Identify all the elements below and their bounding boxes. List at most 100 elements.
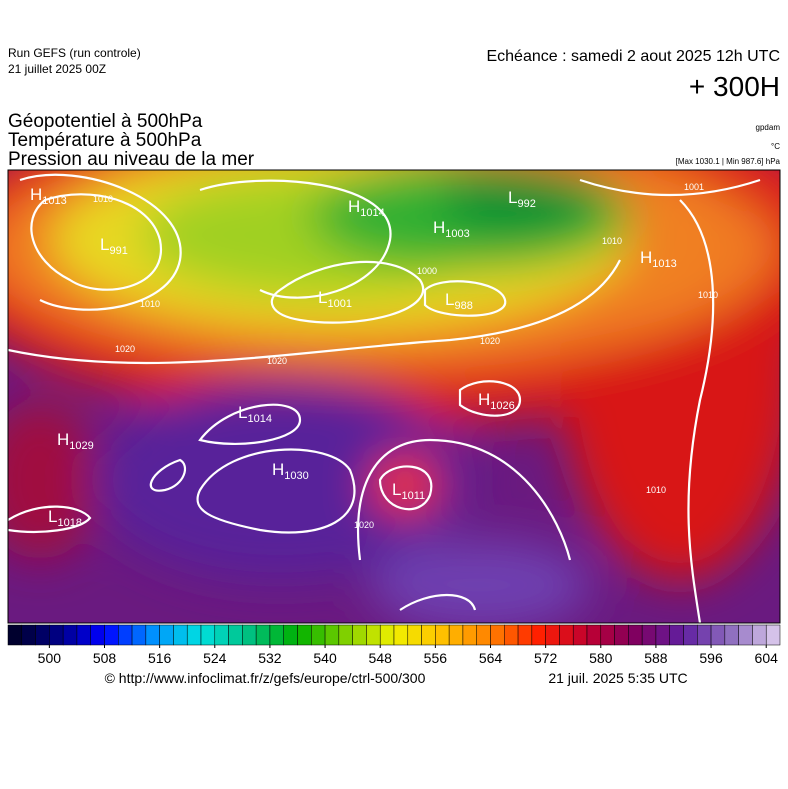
colorbar-box	[297, 624, 312, 646]
colorbar-box	[517, 624, 533, 646]
colorbar-box	[366, 624, 381, 646]
colorbar-box	[435, 624, 450, 646]
colorbar-box	[49, 624, 64, 646]
colorbar-box	[600, 624, 615, 646]
pressure-center: H1013	[640, 248, 677, 270]
pressure-center: L992	[508, 188, 536, 210]
pressure-center: L988	[445, 290, 473, 312]
center-pressure: 988	[454, 300, 472, 312]
colorbar-box	[90, 624, 105, 646]
pressure-range: [Max 1030.1 | Min 987.6] hPa	[676, 157, 781, 166]
colorbar-box	[655, 624, 670, 646]
unit: °C	[771, 142, 780, 151]
center-pressure: 1003	[445, 228, 469, 240]
colorbar-box	[324, 624, 340, 646]
colorbar-tick-label: 572	[534, 650, 558, 666]
isobar-label: 1010	[646, 485, 666, 495]
colorbar-tick-label: 580	[589, 650, 613, 666]
field: Pression au niveau de la mer	[8, 149, 255, 170]
center-letter: L	[238, 403, 247, 422]
colorbar-box	[738, 624, 753, 646]
isobar-label: 1010	[93, 194, 113, 204]
pressure-center: H1026	[478, 390, 515, 412]
center-pressure: 1013	[42, 195, 66, 207]
unit: gpdam	[756, 123, 781, 132]
isobar-label: 1020	[480, 336, 500, 346]
center-letter: L	[100, 235, 109, 254]
colorbar-box	[559, 624, 574, 646]
field: Géopotentiel à 500hPa	[8, 111, 203, 132]
isobar-label: 1020	[267, 356, 287, 366]
colorbar-box	[476, 624, 491, 646]
colorbar-box	[683, 624, 698, 646]
colorbar-box	[545, 624, 560, 646]
pressure-center: L1011	[392, 480, 425, 502]
center-pressure: 1011	[401, 490, 425, 502]
isobar-label: 1010	[698, 290, 718, 300]
isobar-label: 1010	[602, 236, 622, 246]
center-pressure: 1029	[69, 440, 93, 452]
colorbar-box	[448, 624, 464, 646]
pressure-center: H1029	[57, 430, 94, 452]
pressure-center: H1003	[433, 218, 470, 240]
colorbar-tick-label: 516	[148, 650, 172, 666]
colorbar-box	[7, 624, 23, 646]
colorbar-box	[214, 624, 229, 646]
colorbar-box	[490, 624, 505, 646]
colorbar-tick-label: 548	[369, 650, 393, 666]
colorbar-box	[697, 624, 712, 646]
center-letter: H	[348, 197, 360, 216]
colorbar-box	[765, 624, 781, 646]
colorbar-box	[504, 624, 519, 646]
colorbar-box	[421, 624, 436, 646]
center-pressure: 1014	[247, 413, 271, 425]
colorbar-box	[338, 624, 353, 646]
pressure-center: H1030	[272, 460, 309, 482]
center-letter: H	[30, 185, 42, 204]
colorbar-tick-label: 524	[203, 650, 227, 666]
colorbar-box	[352, 624, 367, 646]
center-letter: H	[272, 460, 284, 479]
colorbar-tick-label: 564	[479, 650, 503, 666]
colorbar-box	[407, 624, 422, 646]
pressure-center: L1001	[318, 288, 352, 310]
colorbar-box	[462, 624, 477, 646]
colorbar-tick-label: 604	[755, 650, 779, 666]
colorbar-box	[586, 624, 602, 646]
isobar-label: 1020	[115, 344, 135, 354]
center-pressure: 1013	[652, 258, 676, 270]
colorbar-box	[131, 624, 147, 646]
center-letter: L	[392, 480, 401, 499]
colorbar-box	[242, 624, 257, 646]
center-letter: H	[433, 218, 445, 237]
colorbar-box	[379, 624, 395, 646]
pressure-center: H1014	[348, 197, 385, 219]
isobars	[8, 173, 761, 623]
colorbar-box	[145, 624, 160, 646]
valid-time: Echéance : samedi 2 aout 2025 12h UTC	[486, 48, 780, 65]
colorbar-box	[228, 624, 243, 646]
isobar-label: 1010	[140, 299, 160, 309]
colorbar-box	[159, 624, 174, 646]
colorbar-box	[283, 624, 298, 646]
colorbar-box	[641, 624, 657, 646]
center-pressure: 991	[109, 245, 127, 257]
colorbar-box	[724, 624, 739, 646]
colorbar-tick-label: 500	[38, 650, 62, 666]
pressure-center: L1018	[48, 507, 82, 529]
center-pressure: 1014	[360, 207, 384, 219]
center-letter: L	[48, 507, 57, 526]
colorbar-box	[572, 624, 588, 646]
colorbar-box	[393, 624, 409, 646]
colorbar-box	[200, 624, 216, 646]
run-date: 21 juillet 2025 00Z	[8, 62, 106, 76]
pressure-center: L1014	[238, 403, 272, 425]
isobar-label: 1020	[354, 520, 374, 530]
colorbar-box	[118, 624, 133, 646]
colorbar-tick-label: 596	[699, 650, 723, 666]
center-pressure: 1018	[57, 517, 81, 529]
colorbar-box	[104, 624, 119, 646]
center-pressure: 1026	[490, 400, 514, 412]
